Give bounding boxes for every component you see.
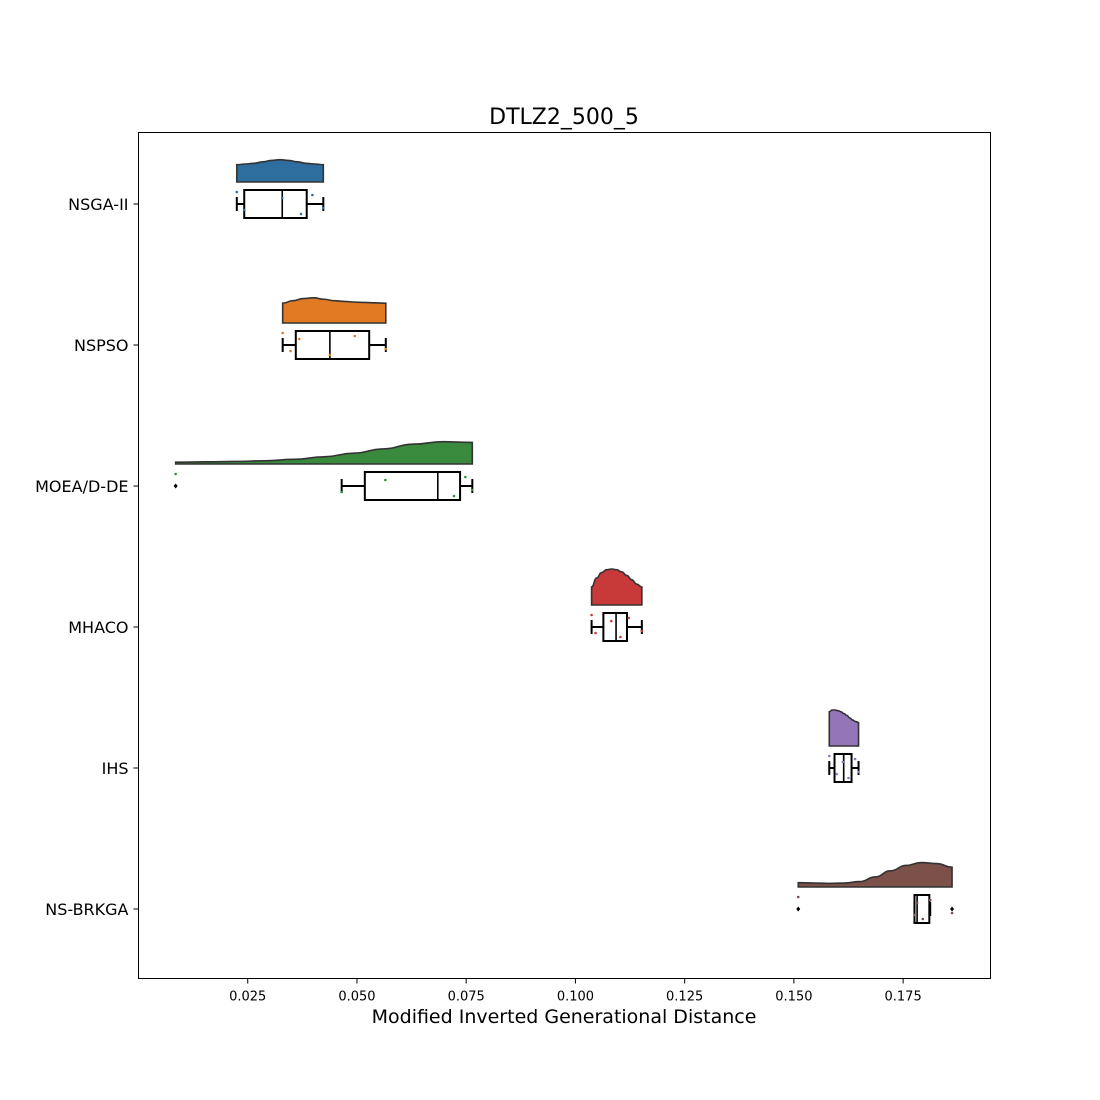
box-plots [173,189,955,924]
rain-point [299,212,303,216]
rain-point [928,898,932,902]
rain-point [281,331,284,335]
rain-point [640,629,644,633]
x-tick-label: 0.175 [885,990,922,1005]
x-tick-label: 0.025 [229,990,266,1005]
x-tick-label: 0.075 [448,990,485,1005]
x-axis-ticks: 0.025 0.050 0.075 0.100 0.125 0.150 0.175 [229,978,922,1005]
rain-point [853,757,857,761]
outlier-marker [796,906,801,912]
y-tick-label: NS-BRKGA [45,900,128,919]
outlier-marker [950,906,955,912]
rain-point [280,196,284,200]
x-axis-label: Modified Inverted Generational Distance [372,1006,757,1028]
density-clouds [174,158,953,888]
rain-point [594,631,597,635]
rain-point [353,334,357,338]
rain-point [841,760,845,764]
box-iqr [913,894,931,924]
rain-point [921,917,925,921]
box-iqr [602,612,628,642]
rain-point [915,901,919,905]
x-tick-label: 0.125 [666,990,703,1005]
rain-point [847,776,850,780]
rain-point [471,488,474,492]
density-cloud [281,296,387,324]
rain-point [322,206,325,210]
rain-point [340,490,343,494]
rain-point [311,193,314,197]
rain-point [174,472,177,476]
rain-point [590,613,593,617]
rain-point [796,895,800,899]
rain-point [384,347,388,351]
rain-point [609,619,613,623]
density-cloud [797,861,953,888]
rain-point [857,770,860,774]
rain-point [835,772,839,776]
box-iqr [363,471,462,501]
rain-point [384,478,387,482]
rain-point [235,190,239,194]
rain-points [174,190,954,921]
rain-point [328,353,332,357]
y-tick-label: NSGA-II [68,195,128,214]
x-tick-label: 0.050 [338,990,375,1005]
chart-title: DTLZ2_500_5 [489,105,639,130]
outlier-marker [173,483,178,489]
y-axis-ticks: NSGA-II NSPSO MOEA/D-DE MHACO IHS NS-BRKGA [35,195,139,919]
rain-point [950,911,954,915]
x-tick-label: 0.100 [557,990,594,1005]
density-cloud [590,568,643,606]
rain-point [242,208,246,212]
y-tick-label: MHACO [68,618,128,637]
rain-point [297,337,301,341]
box-iqr [243,189,308,219]
rain-point [619,635,622,639]
rain-point [452,494,456,498]
rain-point [464,475,467,479]
rain-point [627,616,631,620]
box-iqr [294,330,371,360]
rain-point [827,754,831,758]
density-cloud [828,709,860,747]
rain-point [913,913,916,917]
plot-area [138,132,991,979]
rain-point [289,349,292,353]
x-tick-label: 0.150 [775,990,812,1005]
y-tick-label: NSPSO [74,336,129,355]
density-cloud [174,440,474,465]
density-cloud [236,158,325,183]
y-tick-label: IHS [102,759,129,778]
y-tick-label: MOEA/D-DE [35,477,128,496]
